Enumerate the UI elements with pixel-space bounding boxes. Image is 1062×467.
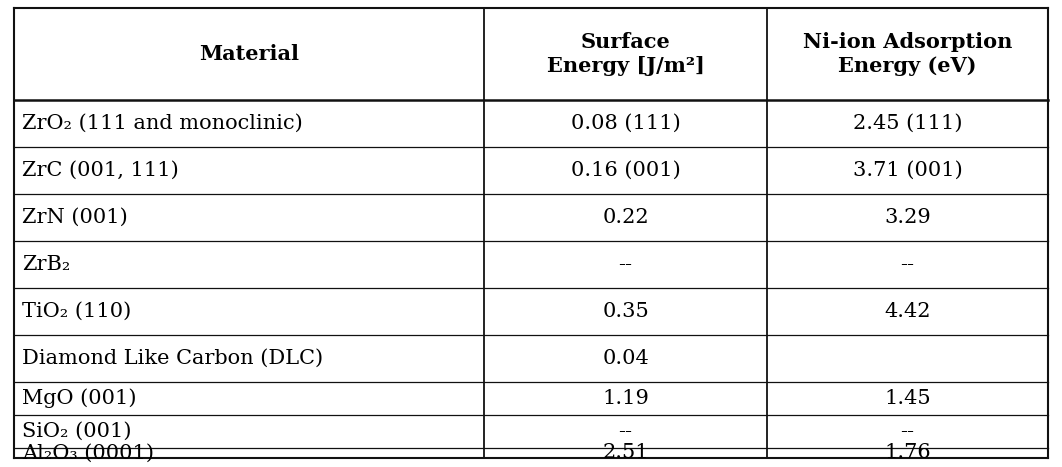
- Text: 2.45 (111): 2.45 (111): [853, 114, 962, 133]
- Text: 1.45: 1.45: [884, 389, 930, 408]
- Text: ZrO₂ (111 and monoclinic): ZrO₂ (111 and monoclinic): [22, 114, 303, 133]
- Text: TiO₂ (110): TiO₂ (110): [22, 302, 132, 321]
- Text: 1.76: 1.76: [884, 444, 930, 462]
- Text: MgO (001): MgO (001): [22, 389, 137, 408]
- Text: ZrC (001, 111): ZrC (001, 111): [22, 161, 178, 180]
- Text: Al₂O₃ (0001): Al₂O₃ (0001): [22, 444, 154, 462]
- Text: 0.22: 0.22: [602, 208, 649, 227]
- Text: 4.42: 4.42: [885, 302, 930, 321]
- Text: 0.04: 0.04: [602, 349, 649, 368]
- Text: SiO₂ (001): SiO₂ (001): [22, 422, 132, 441]
- Text: ZrB₂: ZrB₂: [22, 255, 70, 274]
- Text: 2.51: 2.51: [602, 444, 649, 462]
- Text: --: --: [901, 255, 914, 274]
- Text: 0.16 (001): 0.16 (001): [570, 161, 681, 180]
- Text: 0.08 (111): 0.08 (111): [570, 114, 681, 133]
- Text: Material: Material: [200, 44, 299, 64]
- Text: --: --: [618, 422, 633, 441]
- Text: Diamond Like Carbon (DLC): Diamond Like Carbon (DLC): [22, 349, 323, 368]
- Text: --: --: [618, 255, 633, 274]
- Text: 3.71 (001): 3.71 (001): [853, 161, 962, 180]
- Text: 3.29: 3.29: [884, 208, 930, 227]
- Text: Surface
Energy [J/m²]: Surface Energy [J/m²]: [547, 32, 704, 76]
- Text: 1.19: 1.19: [602, 389, 649, 408]
- Text: 0.35: 0.35: [602, 302, 649, 321]
- Text: --: --: [901, 422, 914, 441]
- Text: Ni-ion Adsorption
Energy (eV): Ni-ion Adsorption Energy (eV): [803, 32, 1012, 76]
- Text: ZrN (001): ZrN (001): [22, 208, 127, 227]
